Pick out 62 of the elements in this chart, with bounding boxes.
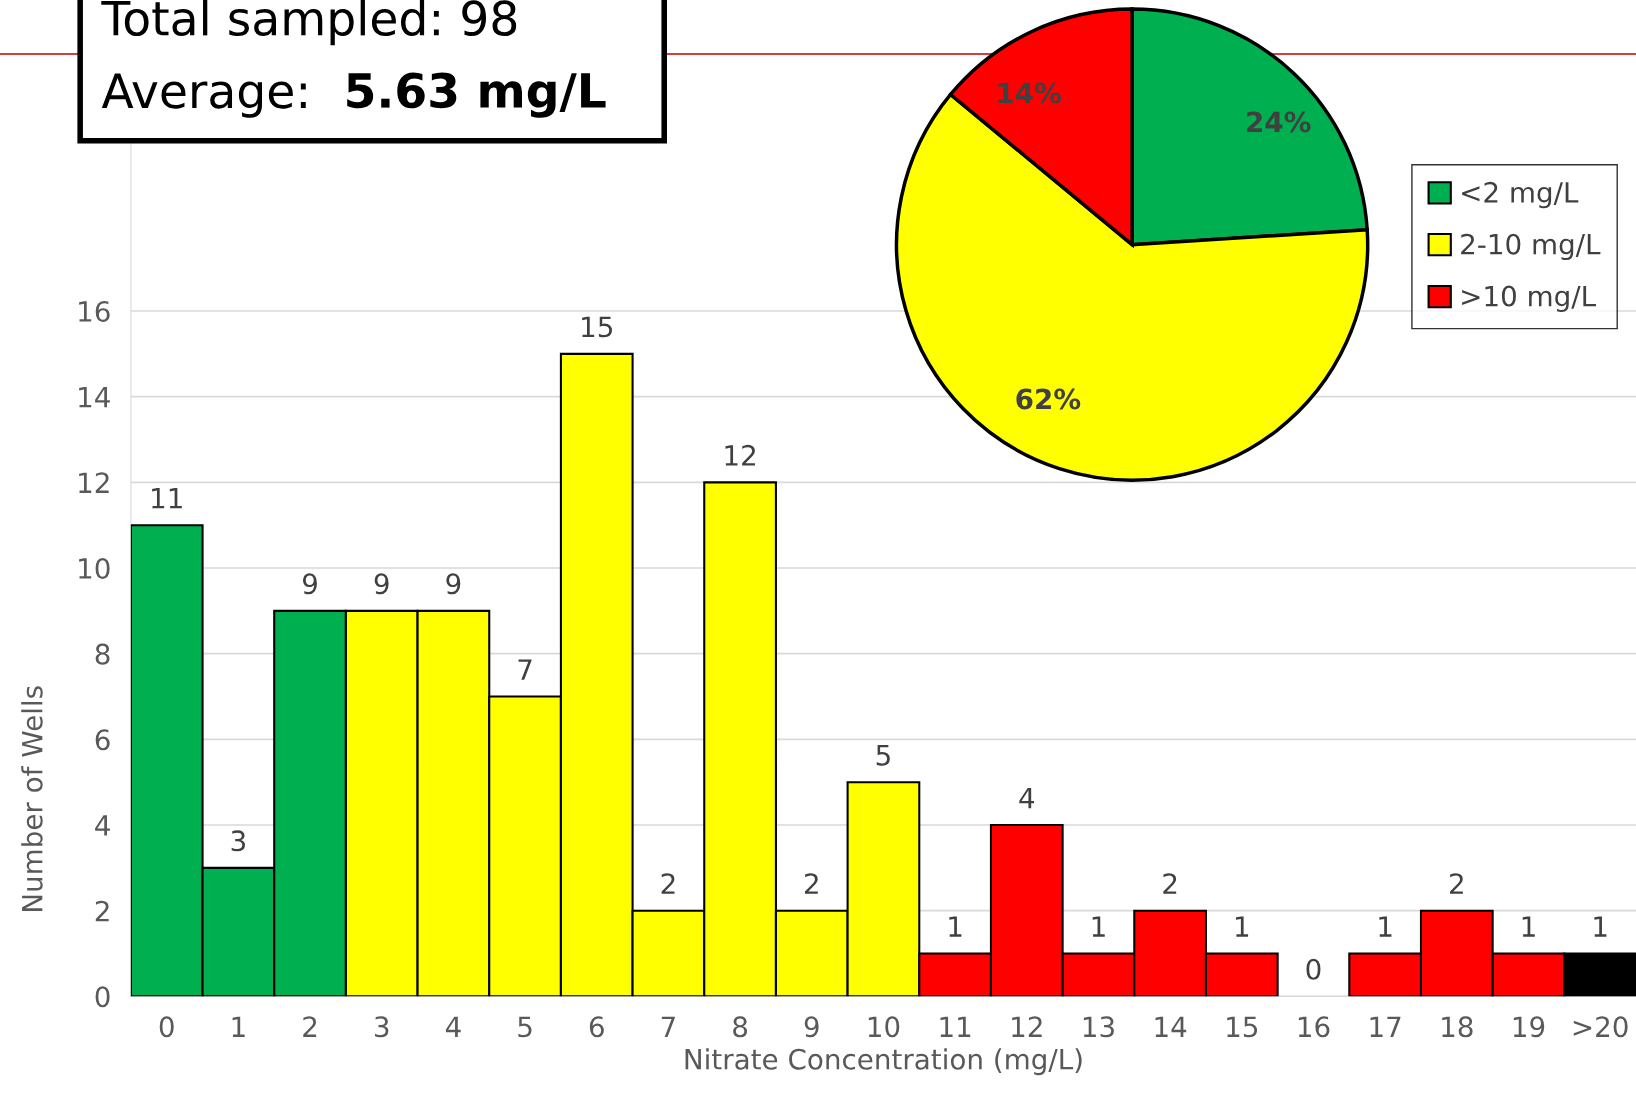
x-tick-label: 0 [159, 1016, 174, 1038]
x-tick-label: 5 [518, 1016, 532, 1038]
x-tick-label: 6 [589, 1016, 604, 1038]
data-label: 14% [998, 82, 1062, 104]
data-label: 1 [1379, 916, 1392, 937]
data-label: 9 [446, 573, 461, 595]
data-label: 2 [804, 873, 818, 894]
annotation: 5.63 mg/L [347, 72, 606, 118]
y-tick-label: 10 [79, 557, 110, 579]
y-tick-label: 0 [95, 986, 110, 1008]
x-tick-label: 15 [1227, 1016, 1258, 1038]
data-label: 4 [1019, 787, 1035, 809]
data-label: 1 [1092, 916, 1105, 937]
legend-label: >10 mg/L [1462, 285, 1596, 312]
data-label: 1 [1236, 916, 1249, 937]
x-tick-label: 11 [940, 1016, 971, 1037]
data-label: 2 [1163, 873, 1177, 894]
legend-label: <2 mg/L [1462, 181, 1579, 209]
x-tick-label: 1 [232, 1016, 245, 1037]
x-tick-label: 4 [445, 1016, 461, 1037]
x-tick-label: 10 [868, 1016, 900, 1038]
data-label: 5 [876, 745, 890, 766]
x-tick-label: 14 [1155, 1016, 1187, 1037]
data-label: 7 [518, 659, 532, 680]
data-label: 24% [1247, 111, 1311, 133]
y-tick-label: 8 [95, 643, 110, 665]
y-tick-label: 16 [79, 300, 110, 322]
x-tick-label: 19 [1513, 1016, 1545, 1038]
x-tick-label: 12 [1012, 1016, 1042, 1037]
x-tick-label: 13 [1083, 1016, 1114, 1038]
data-label: 2 [1450, 873, 1463, 894]
data-label: 15 [582, 316, 612, 338]
y-tick-label: 6 [95, 729, 110, 751]
x-tick-label: >20 [1573, 1016, 1628, 1038]
data-label: 9 [302, 573, 317, 595]
data-label: 2 [661, 873, 675, 894]
x-tick-label: 8 [733, 1016, 748, 1038]
legend-label: 2-10 mg/L [1461, 233, 1601, 261]
data-label: 1 [1522, 916, 1535, 937]
x-tick-label: 16 [1298, 1016, 1330, 1038]
data-label: 11 [152, 488, 182, 509]
y-axis-title: Number of Wells [21, 686, 43, 912]
annotation: Total sampled: 98 [101, 0, 517, 46]
annotation: Average: [101, 73, 306, 118]
y-tick-label: 14 [79, 386, 110, 408]
y-tick-label: 12 [79, 472, 109, 493]
x-tick-label: 3 [375, 1016, 389, 1038]
x-tick-label: 2 [303, 1016, 317, 1037]
x-tick-label: 7 [661, 1016, 675, 1037]
x-tick-label: 9 [804, 1016, 819, 1038]
data-label: 9 [374, 573, 389, 595]
data-label: 1 [949, 916, 962, 937]
y-tick-label: 2 [95, 900, 109, 922]
x-tick-label: 17 [1370, 1016, 1401, 1037]
data-label: 0 [1306, 958, 1321, 980]
x-tick-label: 18 [1442, 1016, 1473, 1038]
data-label: 3 [231, 830, 245, 852]
y-tick-label: 4 [95, 815, 110, 836]
data-label: 12 [725, 444, 755, 466]
data-label: 62% [1016, 388, 1081, 410]
data-label: 1 [1594, 916, 1607, 937]
x-axis-title: Nitrate Concentration (mg/L) [685, 1048, 1082, 1076]
